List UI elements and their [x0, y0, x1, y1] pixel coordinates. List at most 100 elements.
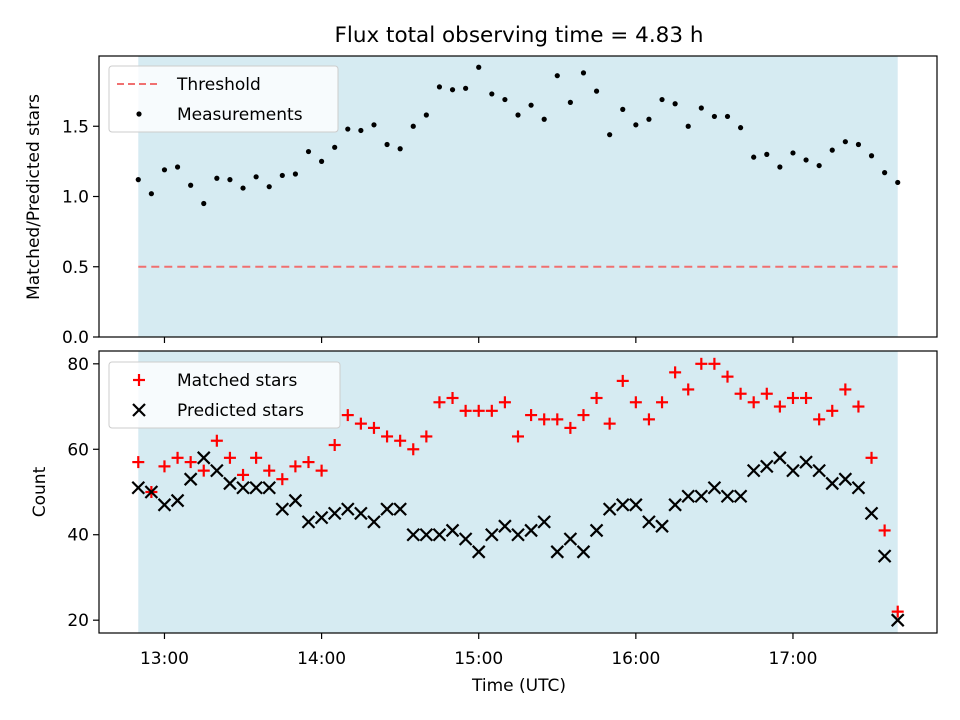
predicted-stars-point: [550, 545, 565, 559]
count-y-tick-label: 80: [67, 355, 89, 375]
matched-stars-point: [171, 451, 184, 464]
measurements-point: [476, 64, 482, 70]
matched-stars-point: [747, 396, 760, 409]
matched-stars-point: [786, 392, 799, 404]
matched-stars-point: [354, 417, 367, 430]
measurements-point: [227, 177, 233, 183]
predicted-stars-point: [720, 489, 735, 504]
measurements-point: [161, 167, 168, 173]
measurements-point: [266, 184, 272, 190]
predicted-stars-point: [393, 502, 407, 516]
matched-stars-point: [839, 383, 852, 396]
predicted-stars-point: [694, 489, 709, 504]
matched-stars-point: [813, 413, 826, 426]
predicted-stars-point: [668, 498, 682, 512]
measurements-point: [240, 185, 246, 191]
predicted-stars-point: [629, 498, 643, 512]
measurements-point: [685, 123, 691, 129]
matched-stars-point: [721, 370, 734, 383]
measurements-point: [567, 99, 573, 105]
matched-stars-point: [459, 404, 472, 417]
predicted-stars-point: [655, 519, 669, 533]
measurements-point: [292, 171, 299, 177]
predicted-stars-point: [262, 480, 276, 495]
matched-stars-point: [328, 439, 341, 451]
predicted-stars-point: [773, 451, 787, 465]
matched-stars-point: [512, 430, 524, 443]
matched-stars-point: [538, 413, 551, 426]
matched-stars-point: [341, 409, 354, 422]
matched-stars-point: [498, 396, 511, 409]
matched-stars-point: [250, 451, 263, 464]
predicted-legend-label: Predicted stars: [177, 401, 304, 421]
threshold-legend-label: Threshold: [176, 75, 261, 95]
matched-stars-point: [734, 387, 747, 400]
matched-stars-point: [302, 456, 315, 469]
measurements-point: [528, 102, 534, 108]
matched-stars-point: [289, 460, 302, 473]
predicted-stars-point: [131, 480, 146, 495]
predicted-stars-point: [301, 515, 316, 529]
measurements-point: [554, 73, 560, 79]
predicted-stars-point: [419, 527, 434, 542]
predicted-stars-point: [851, 480, 866, 495]
predicted-stars-point: [602, 502, 617, 516]
matched-stars-point: [682, 383, 695, 396]
count-plot-frame: [98, 350, 938, 634]
predicted-stars-point: [589, 523, 604, 538]
measurements-point: [646, 116, 652, 122]
measurements-point: [580, 70, 587, 76]
measurements-point: [371, 122, 377, 128]
measurements-point: [449, 87, 456, 93]
predicted-stars-point: [563, 532, 578, 546]
matched-stars-point: [603, 417, 616, 430]
x-axis-label: Time (UTC): [471, 676, 566, 696]
matched-stars-point: [197, 464, 210, 477]
predicted-stars-point: [367, 515, 381, 529]
matched-stars-point: [446, 392, 459, 404]
measurements-point: [332, 144, 338, 150]
matched-stars-point: [237, 468, 250, 481]
measurements-point: [672, 101, 678, 107]
measurements-point: [253, 174, 259, 180]
matched-stars-point: [210, 434, 223, 447]
measurements-point: [764, 151, 770, 157]
matched-stars-point: [407, 443, 420, 456]
predicted-stars-point: [642, 515, 656, 529]
ratio-legend-box: [108, 65, 339, 133]
matched-stars-point: [551, 413, 564, 426]
matched-stars-point: [394, 434, 407, 447]
measurements-point: [188, 182, 194, 188]
measurements-point: [593, 88, 600, 94]
measurements-point: [358, 127, 364, 134]
predicted-stars-point: [196, 451, 211, 465]
matched-stars-point: [485, 404, 498, 417]
ratio-panel: 0.0 0.5 1.0 1.5 Matched/Predicted stars Thr…: [24, 55, 938, 348]
matched-stars-point: [865, 451, 878, 464]
x-tick-label: 16:00: [611, 649, 660, 669]
predicted-stars-point: [760, 459, 774, 474]
predicted-stars-point: [786, 463, 800, 478]
predicted-stars-point: [890, 613, 905, 627]
measurements-point: [724, 113, 731, 120]
matched-stars-point: [616, 374, 629, 387]
matched-stars-point: [669, 366, 682, 379]
predicted-stars-point: [314, 510, 329, 525]
predicted-stars-point: [615, 498, 630, 512]
measurements-point: [751, 154, 757, 160]
predicted-stars-point: [144, 485, 159, 499]
matched-stars-point: [656, 396, 669, 409]
measurements-point: [135, 177, 141, 183]
measurements-point: [816, 162, 822, 169]
count-legend: Matched stars Predicted stars: [108, 361, 341, 429]
predicted-stars-point: [236, 480, 250, 495]
predicted-stars-point: [485, 527, 499, 542]
count-y-axis-label: Count: [30, 466, 50, 517]
predicted-stars-point: [877, 549, 892, 563]
measurements-point: [711, 113, 718, 120]
predicted-stars-point: [170, 493, 185, 508]
measurements-point: [489, 91, 495, 97]
x-tick-label: 15:00: [454, 649, 503, 669]
measurements-point: [868, 153, 875, 159]
